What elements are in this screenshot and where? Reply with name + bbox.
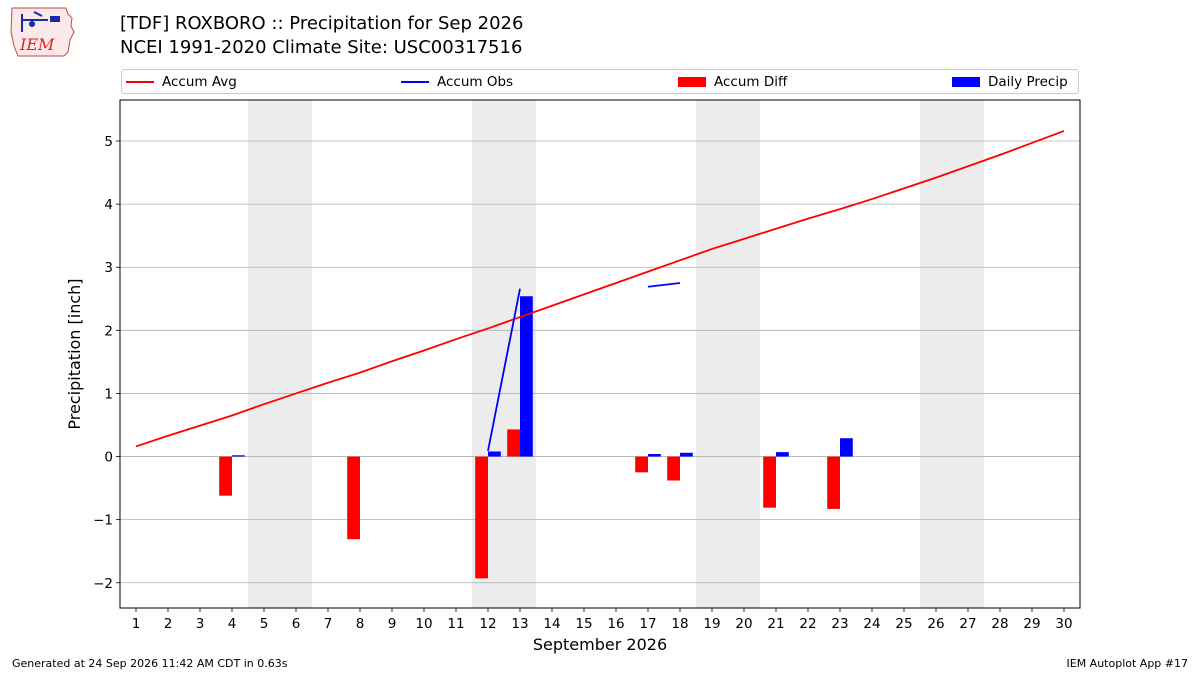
weekend-shade [696, 100, 760, 608]
x-tick-label: 8 [356, 616, 365, 632]
y-tick-label: 4 [104, 197, 113, 213]
x-tick-label: 12 [479, 616, 496, 632]
daily-precip-bar [520, 296, 533, 457]
y-tick-label: 3 [104, 260, 113, 276]
accum-obs-line [647, 282, 681, 288]
x-tick-label: 20 [735, 616, 752, 632]
y-tick-label: 5 [104, 134, 113, 150]
x-tick-label: 19 [703, 616, 720, 632]
x-tick-label: 10 [415, 616, 432, 632]
x-tick-label: 26 [927, 616, 944, 632]
legend-item-daily-precip: Daily Precip [952, 73, 1068, 91]
daily-precip-bar [232, 455, 245, 457]
accum-diff-bar [827, 456, 840, 509]
x-tick-label: 30 [1055, 616, 1072, 632]
x-tick-label: 7 [324, 616, 333, 632]
accum-diff-bar [347, 456, 360, 540]
x-tick-label: 24 [863, 616, 880, 632]
y-tick-label: 1 [104, 386, 113, 402]
weekend-shade [920, 100, 984, 608]
accum-diff-bar [507, 429, 520, 457]
legend-label: Accum Diff [714, 74, 788, 90]
x-tick-label: 22 [799, 616, 816, 632]
x-tick-label: 3 [196, 616, 205, 632]
x-tick-label: 2 [164, 616, 173, 632]
accum-diff-bar [763, 456, 776, 508]
y-axis-label: Precipitation [inch] [65, 278, 84, 429]
x-tick-label: 16 [607, 616, 624, 632]
legend-label: Accum Avg [162, 74, 237, 90]
y-tick-label: −1 [93, 513, 113, 529]
footer-generated: Generated at 24 Sep 2026 11:42 AM CDT in… [12, 657, 288, 670]
chart-subtitle: NCEI 1991-2020 Climate Site: USC00317516 [120, 37, 523, 58]
x-tick-label: 27 [959, 616, 976, 632]
y-tick-label: 0 [104, 450, 113, 466]
x-tick-label: 1 [132, 616, 141, 632]
accum-diff-bar [475, 456, 488, 579]
legend: Accum Avg Accum Obs Accum Diff Daily Pre… [121, 69, 1079, 94]
x-tick-label: 4 [228, 616, 237, 632]
legend-item-accum-avg: Accum Avg [126, 73, 237, 91]
legend-label: Daily Precip [988, 74, 1068, 90]
legend-swatch [401, 81, 429, 83]
x-tick-label: 6 [292, 616, 301, 632]
plot-frame [119, 99, 1081, 609]
x-tick-label: 11 [447, 616, 464, 632]
x-tick-label: 23 [831, 616, 848, 632]
weekend-shade [248, 100, 312, 608]
x-tick-label: 21 [767, 616, 784, 632]
daily-precip-bar [680, 452, 693, 457]
accum-diff-bar [219, 456, 232, 496]
x-axis-label: September 2026 [533, 635, 667, 654]
daily-precip-bar [776, 452, 789, 457]
x-tick-label: 5 [260, 616, 269, 632]
y-tick-label: 2 [104, 323, 113, 339]
legend-item-accum-diff: Accum Diff [678, 73, 787, 91]
x-tick-label: 25 [895, 616, 912, 632]
x-tick-label: 18 [671, 616, 688, 632]
x-tick-label: 9 [388, 616, 397, 632]
logo-text: IEM [19, 35, 55, 54]
legend-swatch [126, 81, 154, 83]
x-tick-label: 17 [639, 616, 656, 632]
accum-diff-bar [635, 456, 648, 473]
chart-title: [TDF] ROXBORO :: Precipitation for Sep 2… [120, 13, 524, 34]
accum-obs-line [487, 288, 521, 452]
x-tick-label: 13 [511, 616, 528, 632]
legend-item-accum-obs: Accum Obs [401, 73, 513, 91]
iem-logo-icon: IEM [8, 6, 78, 58]
daily-precip-bar [488, 451, 501, 457]
y-tick-label: −2 [93, 576, 113, 592]
legend-swatch [678, 77, 706, 87]
x-tick-label: 28 [991, 616, 1008, 632]
x-tick-label: 29 [1023, 616, 1040, 632]
legend-label: Accum Obs [437, 74, 514, 90]
accum-diff-bar [667, 456, 680, 481]
x-tick-label: 14 [543, 616, 560, 632]
footer-app: IEM Autoplot App #17 [1066, 657, 1189, 670]
daily-precip-bar [840, 438, 853, 457]
accum-avg-line [135, 130, 1065, 448]
x-tick-label: 15 [575, 616, 592, 632]
daily-precip-bar [648, 454, 661, 457]
legend-swatch [952, 77, 980, 87]
